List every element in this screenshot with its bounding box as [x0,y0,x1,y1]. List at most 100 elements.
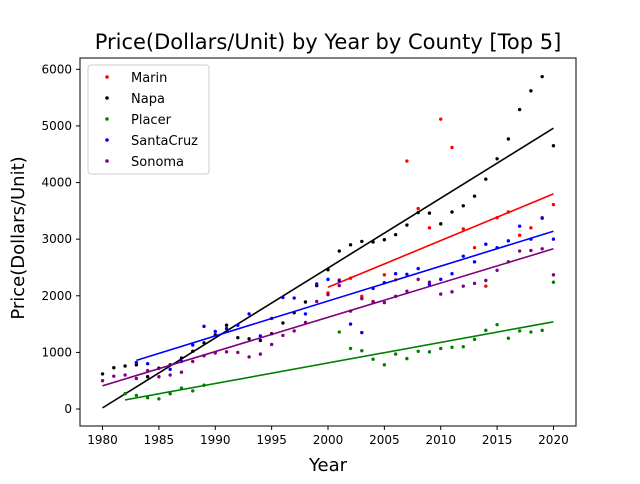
data-point [405,272,409,276]
data-point [472,337,477,342]
data-point [439,292,443,296]
data-point [461,227,465,231]
data-point [484,328,488,333]
data-point [393,272,398,276]
series-santacruz [134,216,556,372]
data-point [213,329,217,334]
x-tick-label: 1995 [256,433,287,447]
data-point [145,375,150,379]
data-point [405,159,409,163]
data-point [529,248,533,253]
data-point [303,312,308,316]
data-point [191,343,195,347]
data-point [247,312,251,316]
data-point [450,345,454,349]
data-point [529,226,533,230]
data-point [360,296,364,301]
data-point [416,266,420,271]
data-point [224,323,229,327]
data-point [439,277,443,282]
data-point [292,296,296,300]
data-point [360,349,364,353]
x-tick-label: 1990 [200,433,231,447]
data-point [427,211,432,215]
data-point [123,373,127,377]
data-point [303,300,308,304]
data-point [450,145,454,150]
data-point [517,233,522,237]
legend-label: Sonoma [131,155,184,170]
data-point [100,372,105,376]
data-point [484,278,488,283]
data-point [461,254,465,258]
data-point [450,272,454,276]
data-point [427,350,432,354]
data-point [506,239,511,243]
data-point [405,289,409,293]
legend-label: SantaCruz [131,134,198,149]
data-point [551,237,556,241]
data-point [281,333,285,338]
series-sonoma [100,247,556,387]
data-point [269,342,274,347]
data-point [382,300,387,305]
y-tick-label: 0 [64,402,72,416]
plot-area [100,74,556,409]
data-point [517,224,522,228]
data-point [540,74,544,79]
trend-line [102,248,554,387]
data-point [484,242,488,246]
x-tick-label: 1980 [87,433,118,447]
data-point [134,360,139,365]
data-point [247,355,251,359]
data-point [551,280,556,284]
data-point [168,367,172,372]
y-tick-label: 5000 [41,119,72,133]
data-point [348,322,353,326]
x-tick-label: 2005 [369,433,400,447]
data-point [529,330,533,334]
data-point [281,321,285,325]
data-point [236,350,240,355]
data-point [495,157,499,161]
data-point [145,362,150,366]
trend-line [124,321,554,401]
data-point [123,392,127,396]
data-point [450,210,454,214]
data-point [439,222,443,226]
data-point [416,349,420,353]
data-point [472,260,477,264]
data-point [450,290,454,294]
data-point [315,299,319,304]
data-point [382,363,387,367]
data-point [506,137,511,141]
data-point [382,273,387,277]
data-point [472,245,477,250]
data-point [439,346,443,351]
data-point [495,322,499,327]
data-point [461,345,465,349]
data-point [326,292,330,297]
data-point [134,393,139,398]
data-point [258,352,263,356]
data-point [472,194,477,198]
legend: Marin Napa Placer SantaCruz Sonoma [87,64,210,175]
data-point [337,283,341,288]
x-tick-label: 1985 [144,433,175,447]
data-point [360,239,364,244]
legend-marker [105,96,109,100]
y-tick-label: 2000 [41,289,72,303]
data-point [179,370,184,374]
legend-label: Marin [131,71,167,86]
data-point [472,281,477,286]
data-point [348,346,353,351]
data-point [224,326,229,331]
data-point [517,107,522,112]
x-tick-label: 2010 [425,433,456,447]
data-point [123,364,127,368]
data-point [439,117,443,121]
data-point [393,352,398,356]
data-point [224,350,229,354]
x-axis-label: Year [308,455,348,476]
data-point [484,177,488,181]
